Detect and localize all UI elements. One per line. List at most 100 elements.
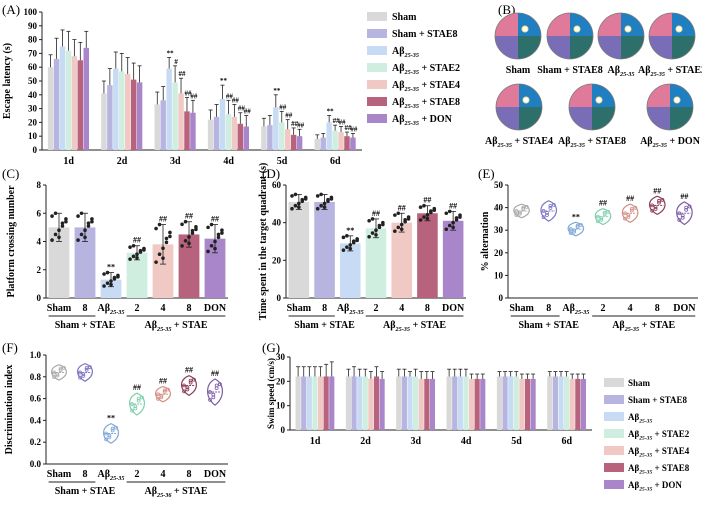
x-tick-label: 2 xyxy=(601,303,606,314)
panel-a-y-tick-label: 50 xyxy=(28,76,38,86)
panel-f-y-tick-label: 0.6 xyxy=(30,394,42,404)
data-point xyxy=(348,243,353,247)
panel-a-y-tick-label: 100 xyxy=(24,7,38,17)
bar xyxy=(172,82,178,150)
bar xyxy=(295,376,301,430)
legend-label: Sham + STAE8 xyxy=(628,395,687,405)
bar xyxy=(446,376,452,430)
maze-pool-outline xyxy=(597,12,645,60)
bar xyxy=(513,376,519,430)
legend-swatch xyxy=(604,395,624,404)
data-point xyxy=(422,215,426,219)
bar xyxy=(350,137,356,150)
bar xyxy=(178,234,200,298)
data-point xyxy=(78,370,82,375)
panel-label-d: (D) xyxy=(262,166,280,181)
data-point xyxy=(451,225,455,230)
data-point xyxy=(329,195,334,200)
bar xyxy=(362,376,368,430)
maze-pool-outline xyxy=(568,83,616,131)
data-point xyxy=(451,220,455,225)
bar xyxy=(59,46,66,150)
bar xyxy=(314,138,321,150)
x-tick-label: 2 xyxy=(135,303,140,314)
panel-c-y-tick-label: 6 xyxy=(37,208,42,218)
bar xyxy=(47,67,54,150)
x-tick-label: 8 xyxy=(322,303,327,314)
maze-pool-outline xyxy=(494,12,542,60)
significance-mark: ## xyxy=(680,192,688,201)
bar xyxy=(83,47,89,150)
data-point xyxy=(109,282,113,287)
legend-swatch xyxy=(604,429,624,438)
data-point xyxy=(140,395,144,400)
maze-label: Sham + STAE8 xyxy=(537,65,603,76)
data-point xyxy=(135,255,139,260)
bar xyxy=(160,100,166,150)
data-point xyxy=(78,375,82,380)
panel-a-y-tick-label: 80 xyxy=(28,35,38,45)
panel-a-y-tick-label: 40 xyxy=(28,90,38,100)
x-tick-label: 4 xyxy=(628,303,633,314)
significance-mark: ** xyxy=(572,212,580,221)
data-point xyxy=(131,254,136,259)
x-tick-label: 4 xyxy=(399,303,404,314)
panel-g-y-tick-label: 30 xyxy=(276,352,286,362)
data-point xyxy=(86,224,91,228)
maze-quadrant xyxy=(621,36,644,59)
x-tick-label: 5d xyxy=(277,156,288,167)
data-point xyxy=(684,207,689,212)
bar xyxy=(178,93,184,150)
data-point xyxy=(575,223,580,228)
bar xyxy=(564,376,570,430)
bar xyxy=(391,222,412,298)
bar xyxy=(77,60,84,150)
bar xyxy=(267,125,273,150)
legend-label: Aβ25-35 + STAE2 xyxy=(392,63,460,76)
significance-mark: ## xyxy=(211,215,219,224)
data-point xyxy=(214,383,219,388)
panel-d-y-tick-label: 20 xyxy=(272,255,282,265)
data-point xyxy=(55,372,60,376)
legend-swatch xyxy=(367,97,387,106)
data-point xyxy=(393,229,397,233)
bar xyxy=(273,107,279,150)
x-tick-label: 2d xyxy=(360,436,371,447)
data-point xyxy=(52,370,56,375)
maze-quadrant xyxy=(598,13,621,36)
bar xyxy=(580,378,587,430)
significance-mark: ## xyxy=(626,194,634,203)
panel-label-a: (A) xyxy=(2,2,20,17)
significance-mark: ## xyxy=(449,201,457,210)
bar xyxy=(373,376,380,430)
data-point xyxy=(88,365,92,370)
x-tick-label: 8 xyxy=(425,303,430,314)
panel-a-y-tick-label: 60 xyxy=(28,62,38,72)
significance-mark: ## xyxy=(344,124,352,132)
data-point xyxy=(319,192,323,197)
data-point xyxy=(370,217,375,221)
significance-mark: ** xyxy=(167,50,175,58)
maze-quadrant xyxy=(649,13,672,36)
panel-f-discrimination-index: 0.0 0.2 0.4 0.6 0.8 1.0 Discrimination index **… xyxy=(4,350,228,499)
data-point xyxy=(623,211,627,216)
maze-quadrant xyxy=(547,36,570,59)
data-point xyxy=(545,211,549,215)
panel-e-y-title: % alternation xyxy=(480,211,491,271)
maze-quadrant xyxy=(496,84,519,107)
data-point xyxy=(109,279,113,283)
panel-c-y-tick-label: 0 xyxy=(37,293,42,303)
maze-platform xyxy=(573,25,581,33)
data-point xyxy=(159,395,164,400)
data-point xyxy=(606,209,611,214)
bar xyxy=(496,376,503,430)
data-point xyxy=(164,236,169,241)
data-point xyxy=(429,209,433,213)
bar xyxy=(575,378,581,430)
panel-g-y-tick-label: 20 xyxy=(276,376,286,386)
group-label-abeta-staе: Aβ25-35 + STAE xyxy=(144,320,207,333)
data-point xyxy=(374,228,378,232)
data-point xyxy=(157,252,162,257)
bar xyxy=(296,136,303,150)
legend-label: Sham xyxy=(392,12,417,23)
